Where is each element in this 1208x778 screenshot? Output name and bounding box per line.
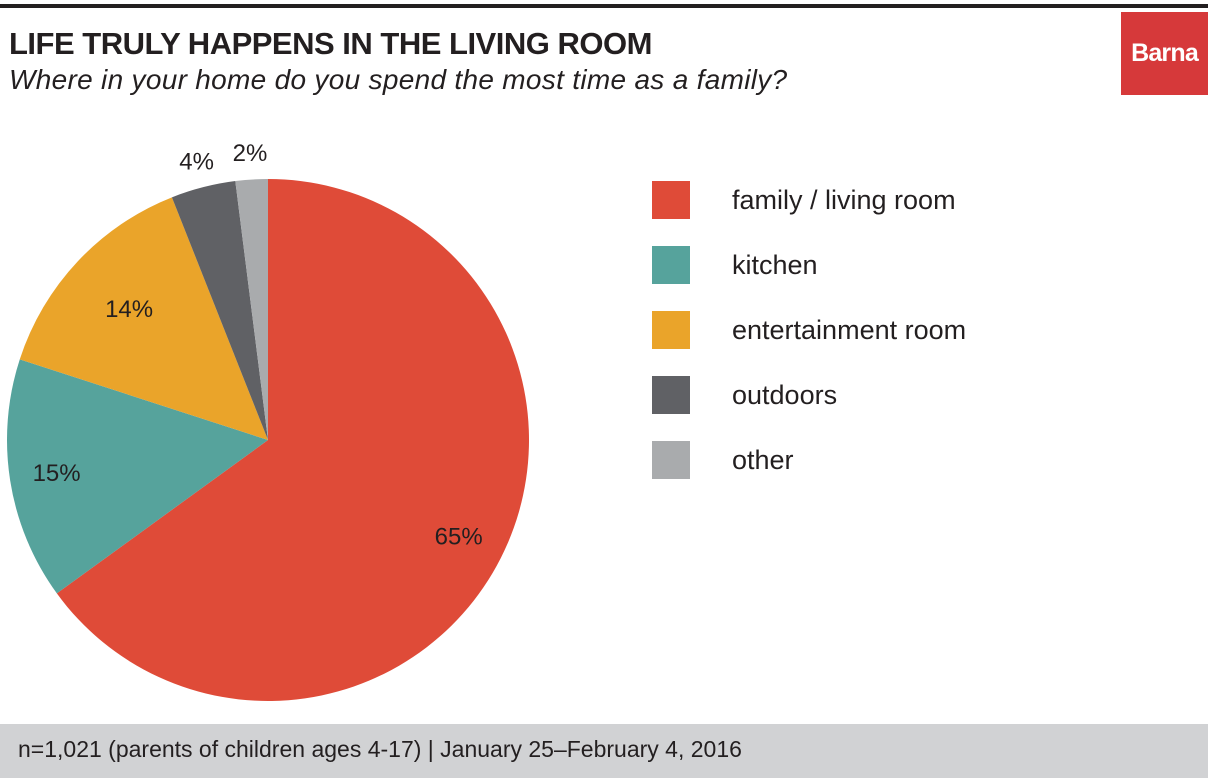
- footer-bar: n=1,021 (parents of children ages 4-17) …: [0, 724, 1208, 778]
- footer-note: n=1,021 (parents of children ages 4-17) …: [18, 736, 742, 762]
- legend-label-outdoors: outdoors: [732, 380, 837, 410]
- legend-label-other: other: [732, 445, 794, 475]
- pie-data-labels: 65% 15% 14% 4% 2%: [33, 140, 483, 551]
- barna-logo: Barna: [1121, 12, 1208, 95]
- pie-chart: 65% 15% 14% 4% 2% family / living room kitche…: [6, 140, 966, 701]
- legend-swatch-other: [652, 441, 690, 479]
- pie-slice-entertainment-room: [19, 197, 268, 440]
- pie-slice-other: [235, 179, 268, 440]
- chart-title: LIFE TRULY HAPPENS IN THE LIVING ROOM: [9, 26, 652, 61]
- legend-swatch-kitchen: [652, 246, 690, 284]
- legend: family / living room kitchen entertainment…: [652, 181, 966, 479]
- data-label-kitchen: 15%: [33, 460, 81, 487]
- pie-slice-kitchen: [6, 359, 269, 594]
- legend-label-family-living-room: family / living room: [732, 185, 956, 215]
- top-rule: [0, 4, 1208, 8]
- legend-label-kitchen: kitchen: [732, 250, 818, 280]
- data-label-other: 2%: [233, 140, 268, 167]
- chart-subtitle: Where in your home do you spend the most…: [9, 64, 788, 95]
- legend-swatch-family-living-room: [652, 181, 690, 219]
- pie-slice-family-living-room: [56, 179, 530, 701]
- legend-label-entertainment-room: entertainment room: [732, 315, 966, 345]
- data-label-family-living-room: 65%: [435, 524, 483, 551]
- legend-swatch-outdoors: [652, 376, 690, 414]
- data-label-outdoors: 4%: [179, 148, 214, 175]
- data-label-entertainment-room: 14%: [105, 296, 153, 323]
- pie-slices: [6, 179, 530, 701]
- legend-swatch-entertainment-room: [652, 311, 690, 349]
- pie-slice-outdoors: [171, 181, 268, 440]
